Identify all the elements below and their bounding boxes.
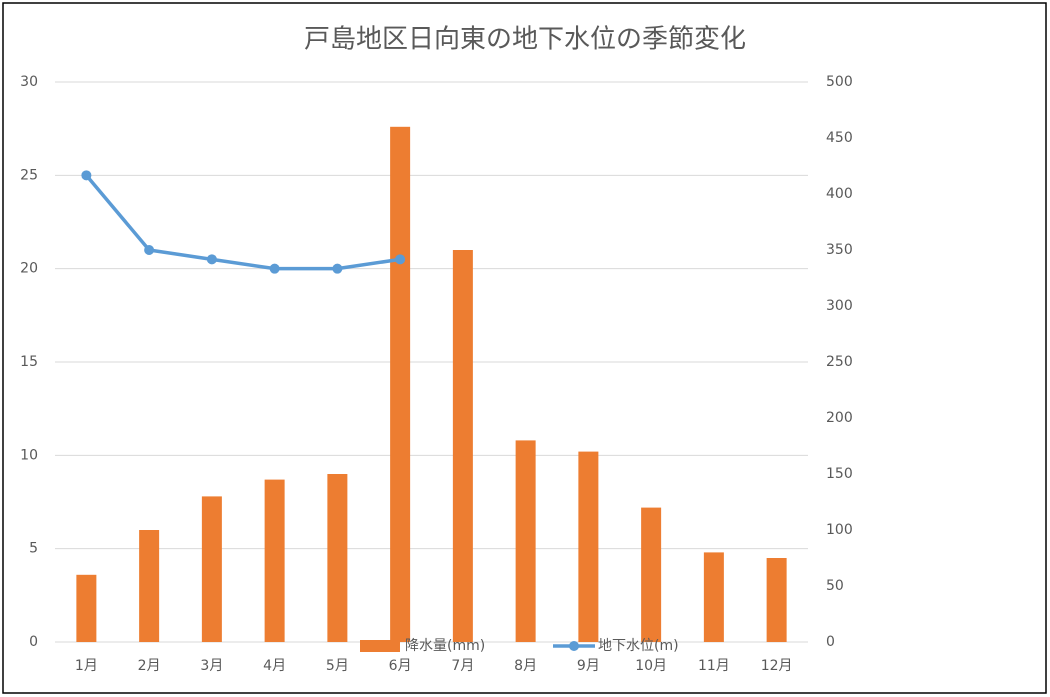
bar bbox=[641, 507, 662, 642]
bar bbox=[201, 496, 222, 642]
line-marker bbox=[332, 263, 343, 274]
y2-tick-label: 200 bbox=[826, 410, 853, 426]
x-tick-label: 1月 bbox=[75, 658, 98, 674]
bar bbox=[766, 558, 787, 642]
bar bbox=[139, 530, 160, 642]
y-tick-label: 15 bbox=[20, 354, 38, 370]
bar bbox=[578, 451, 599, 642]
line-marker bbox=[206, 254, 217, 265]
y2-tick-label: 300 bbox=[826, 298, 853, 314]
x-tick-label: 4月 bbox=[263, 658, 286, 674]
legend-swatch-marker bbox=[569, 641, 579, 651]
y2-tick-label: 0 bbox=[826, 634, 835, 650]
bar bbox=[452, 250, 473, 642]
y2-tick-label: 500 bbox=[826, 74, 853, 90]
bar bbox=[390, 126, 411, 643]
y2-tick-label: 150 bbox=[826, 466, 853, 482]
line-marker bbox=[81, 170, 92, 181]
y-tick-label: 10 bbox=[20, 447, 38, 463]
y2-tick-label: 100 bbox=[826, 522, 853, 538]
y2-tick-label: 250 bbox=[826, 354, 853, 370]
legend-label: 地下水位(m) bbox=[598, 638, 679, 654]
line-marker bbox=[144, 245, 155, 255]
line-marker bbox=[269, 263, 280, 274]
x-tick-label: 10月 bbox=[635, 658, 667, 674]
x-tick-label: 9月 bbox=[577, 658, 600, 674]
bar bbox=[327, 474, 348, 642]
x-tick-label: 8月 bbox=[514, 658, 537, 674]
x-tick-label: 12月 bbox=[761, 658, 793, 674]
line-marker bbox=[395, 254, 406, 265]
bar bbox=[264, 479, 285, 642]
y-tick-label: 20 bbox=[20, 261, 38, 277]
y2-tick-label: 350 bbox=[826, 242, 853, 258]
y2-tick-label: 50 bbox=[826, 578, 844, 594]
y-tick-label: 5 bbox=[29, 541, 38, 557]
y-tick-label: 0 bbox=[29, 634, 38, 650]
chart-title: 戸島地区日向東の地下水位の季節変化 bbox=[304, 25, 746, 55]
x-tick-label: 3月 bbox=[200, 658, 223, 674]
legend-label: 降水量(mm) bbox=[405, 638, 485, 654]
bar bbox=[703, 552, 724, 642]
line bbox=[85, 174, 401, 271]
legend-swatch bbox=[360, 640, 400, 652]
y2-tick-label: 400 bbox=[826, 186, 853, 202]
y2-tick-label: 450 bbox=[826, 130, 853, 146]
y-tick-label: 25 bbox=[20, 167, 38, 183]
bar bbox=[76, 574, 97, 642]
bar bbox=[515, 440, 536, 642]
x-tick-label: 7月 bbox=[451, 658, 474, 674]
x-tick-label: 5月 bbox=[326, 658, 349, 674]
x-tick-label: 6月 bbox=[389, 658, 412, 674]
y-tick-label: 30 bbox=[20, 74, 38, 90]
x-tick-label: 2月 bbox=[138, 658, 161, 674]
x-tick-label: 11月 bbox=[698, 658, 730, 674]
